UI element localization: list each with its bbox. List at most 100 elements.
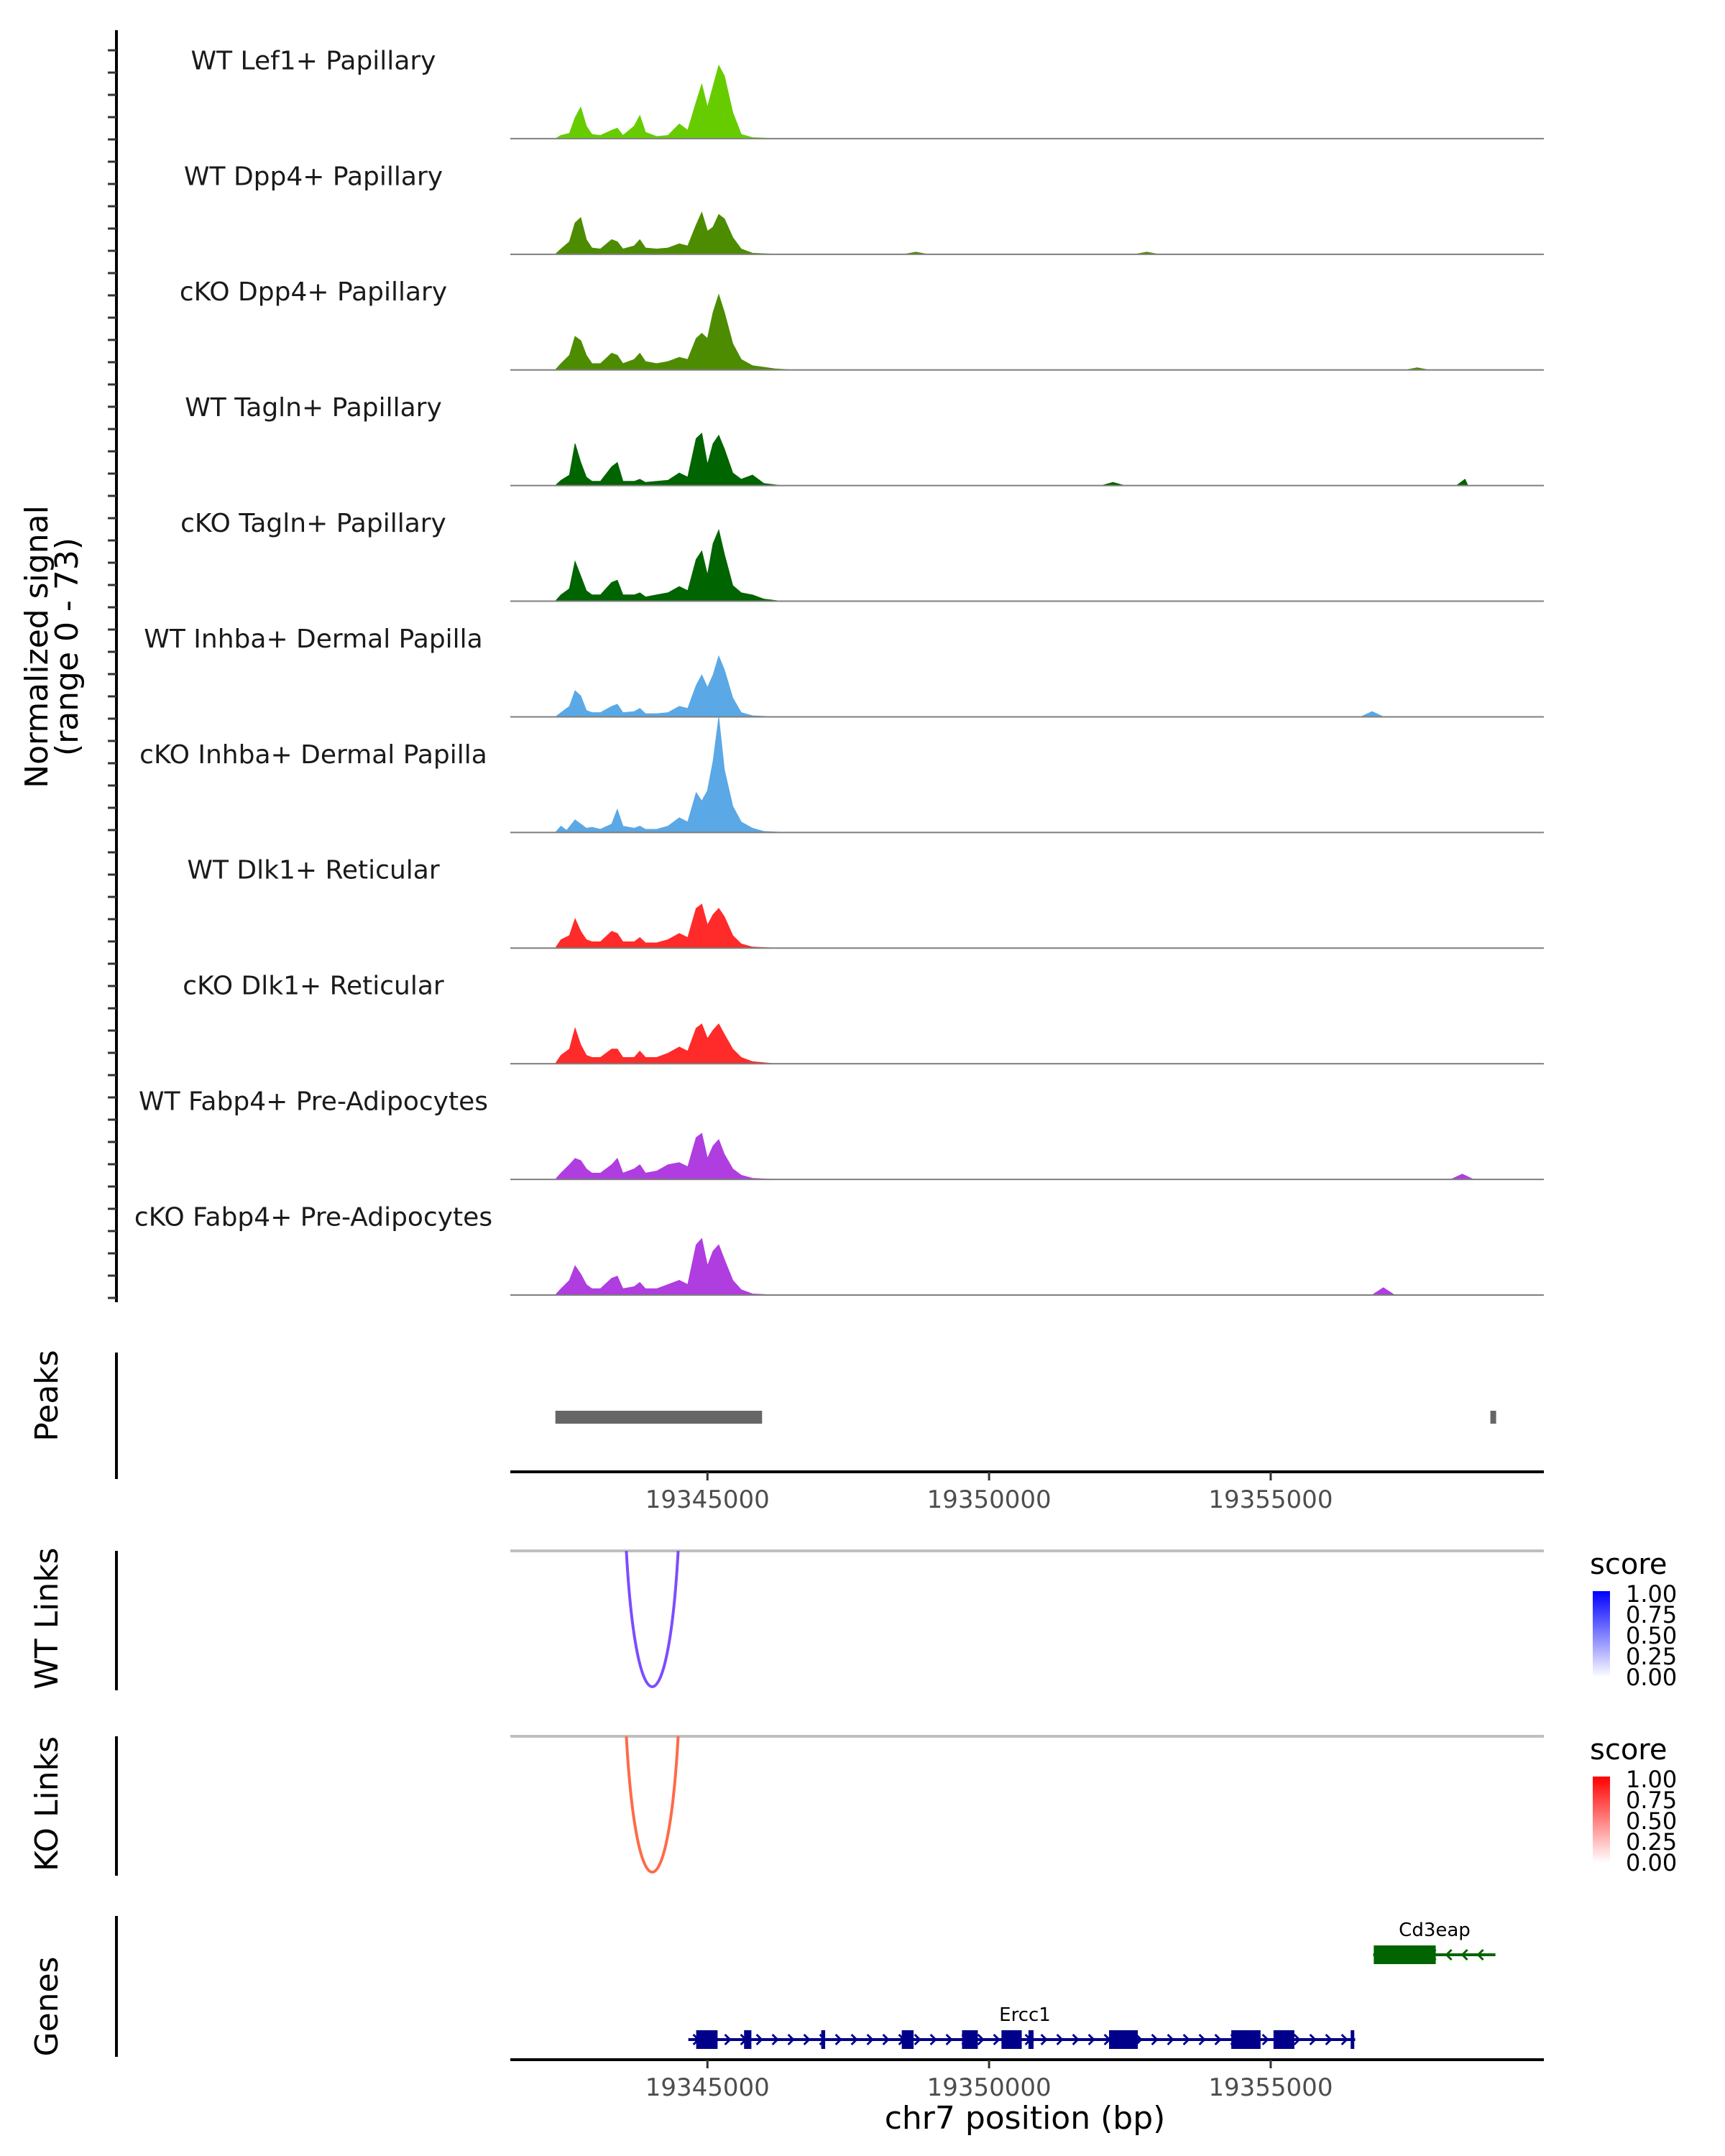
genes-track: Cd3eap Ercc1	[115, 1916, 1496, 2057]
strand-arrow	[914, 2033, 921, 2046]
gene-exon	[962, 2030, 978, 2049]
strand-arrow	[1309, 2033, 1317, 2046]
legend-tick-label: 0.25	[1626, 1828, 1677, 1856]
legend-tick-label: 0.50	[1626, 1622, 1677, 1649]
strand-arrow	[1182, 2033, 1190, 2046]
legend-tick-label: 0.75	[1626, 1601, 1677, 1628]
gene-exon	[744, 2030, 752, 2049]
legend-tick-label: 1.00	[1626, 1580, 1677, 1608]
genes-track-label: Genes	[29, 1956, 65, 2056]
coverage-tracks: WT Lef1+ Papillary WT Dpp4+ Papillary cKO …	[134, 46, 1544, 1296]
coverage-track-label: cKO Fabp4+ Pre-Adipocytes	[134, 1202, 492, 1232]
coverage-area	[554, 717, 1468, 833]
peak-region	[555, 1411, 763, 1424]
legend-tick-label: 1.00	[1626, 1766, 1677, 1793]
coverage-track-label: cKO Dpp4+ Papillary	[180, 277, 447, 307]
x-axis-tick-label: 19350000	[927, 1485, 1052, 1514]
strand-arrow	[755, 2033, 763, 2046]
x-axis-tick-label: 19355000	[1208, 2073, 1333, 2102]
coverage-track-label: cKO Dlk1+ Reticular	[183, 972, 444, 1001]
strand-arrow	[929, 2033, 937, 2046]
gene-exon	[821, 2030, 826, 2049]
peaks-track	[115, 1353, 1496, 1479]
coverage-area	[554, 432, 1468, 487]
peaks-track-label: Peaks	[29, 1350, 65, 1441]
legend-tick-label: 0.00	[1626, 1849, 1677, 1876]
strand-arrow	[1056, 2033, 1064, 2046]
strand-arrow	[1476, 1948, 1484, 1961]
strand-arrow	[1261, 2033, 1269, 2046]
gene-name-label: Ercc1	[999, 2004, 1051, 2026]
gene-exon	[1351, 2030, 1355, 2049]
x-axis-tick-label: 19350000	[927, 2073, 1052, 2102]
coverage-area	[554, 293, 1468, 371]
coverage-track-label: WT Dpp4+ Papillary	[184, 162, 443, 191]
strand-arrow	[1167, 2033, 1174, 2046]
strand-arrow	[724, 2033, 732, 2046]
legend-title: score	[1590, 1548, 1667, 1581]
gene-model: Cd3eap	[1373, 1920, 1496, 1964]
strand-arrow	[1325, 2033, 1333, 2046]
coverage-area	[554, 903, 1468, 949]
gene-exon	[1231, 2030, 1261, 2049]
coverage-track-label: WT Dlk1+ Reticular	[187, 856, 439, 885]
peaks-x-axis: 19345000 19350000 19355000	[510, 1470, 1544, 1514]
gene-exon	[1109, 2030, 1138, 2049]
coverage-track-label: cKO Inhba+ Dermal Papilla	[139, 740, 487, 770]
strand-arrow	[866, 2033, 874, 2046]
legend-tick-label: 0.25	[1626, 1643, 1677, 1670]
coverage-track-label: WT Inhba+ Dermal Papilla	[144, 625, 482, 654]
strand-arrow	[945, 2033, 953, 2046]
coverage-area	[553, 64, 1468, 139]
coverage-y-axis-label: Normalized signal	[19, 505, 55, 788]
gene-name-label: Cd3eap	[1399, 1920, 1471, 1941]
strand-arrow	[1460, 1948, 1468, 1961]
coverage-area	[554, 528, 1468, 602]
gene-exon	[901, 2030, 914, 2049]
gene-exon	[696, 2030, 718, 2049]
coverage-area	[554, 655, 1468, 717]
strand-arrow	[882, 2033, 890, 2046]
link-arc	[625, 1550, 680, 1688]
strand-arrow	[993, 2033, 1000, 2046]
gene-exon	[1273, 2030, 1294, 2049]
coverage-y-axis	[108, 30, 118, 1302]
coverage-area	[554, 1023, 1468, 1064]
legend-tick-label: 0.50	[1626, 1807, 1677, 1835]
legend-tick-label: 0.75	[1626, 1787, 1677, 1814]
coverage-area	[554, 1133, 1474, 1180]
strand-arrow	[771, 2033, 779, 2046]
x-axis-tick-label: 19345000	[645, 1485, 770, 1514]
coverage-track-label: WT Tagln+ Papillary	[185, 393, 442, 423]
gene-exon	[1374, 1945, 1436, 1964]
legend-colorbar	[1593, 1591, 1610, 1677]
strand-arrow	[1087, 2033, 1095, 2046]
strand-arrow	[787, 2033, 795, 2046]
strand-arrow	[1214, 2033, 1222, 2046]
peak-region	[1490, 1411, 1496, 1424]
gene-exon	[1001, 2030, 1022, 2049]
strand-arrow	[1293, 2033, 1301, 2046]
coverage-track-label: cKO Tagln+ Papillary	[180, 509, 446, 538]
coverage-y-axis-range: (range 0 - 73)	[49, 538, 86, 756]
strand-arrow	[850, 2033, 858, 2046]
strand-arrow	[1198, 2033, 1206, 2046]
strand-arrow	[1040, 2033, 1048, 2046]
gene-exon	[1028, 2030, 1034, 2049]
coverage-area	[554, 1238, 1468, 1296]
strand-arrow	[1151, 2033, 1159, 2046]
links-track-label: KO Links	[29, 1736, 65, 1871]
strand-arrow	[977, 2033, 985, 2046]
x-axis-tick-label: 19355000	[1208, 1485, 1333, 1514]
coverage-track-label: WT Fabp4+ Pre-Adipocytes	[139, 1087, 488, 1117]
gene-model: Ercc1	[688, 2004, 1356, 2049]
strand-arrow	[1340, 2033, 1348, 2046]
strand-arrow	[1072, 2033, 1080, 2046]
links-track-label: WT Links	[29, 1547, 65, 1689]
